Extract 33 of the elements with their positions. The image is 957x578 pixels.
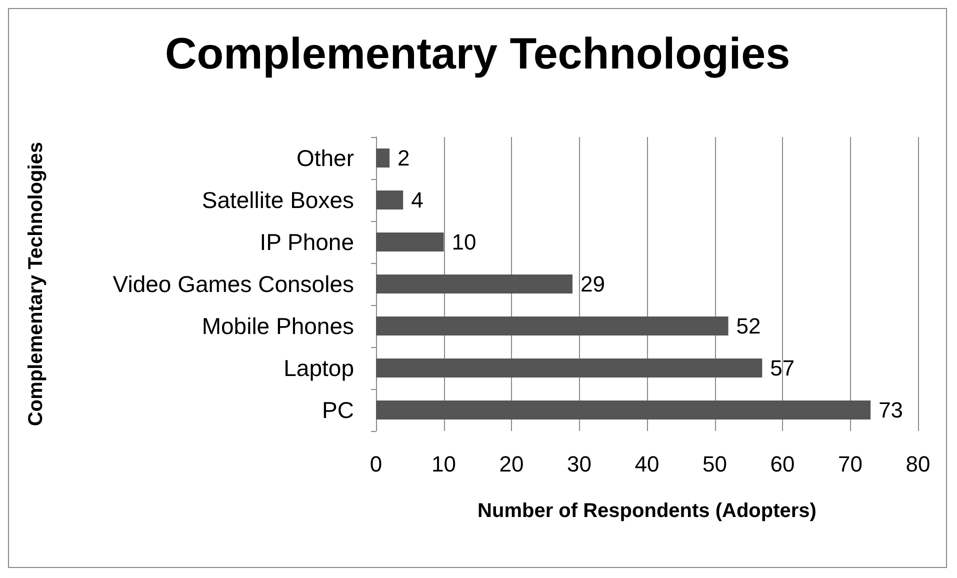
bar <box>376 232 444 252</box>
data-label: 52 <box>736 314 761 338</box>
bar <box>376 316 728 336</box>
x-tick-label: 60 <box>770 452 795 476</box>
x-tick-label: 50 <box>702 452 727 476</box>
x-tick-label: 10 <box>432 452 456 476</box>
y-tick-label: Laptop <box>284 355 354 381</box>
data-label: 10 <box>452 230 476 254</box>
data-label: 73 <box>878 398 904 422</box>
data-label: 29 <box>580 272 605 296</box>
y-axis-title: Complementary Technologies <box>25 142 47 426</box>
x-tick-label: 80 <box>906 452 930 476</box>
x-tick-label: 40 <box>634 452 660 476</box>
bar <box>376 190 404 210</box>
y-tick-label: IP Phone <box>260 229 354 255</box>
x-axis-title: Number of Respondents (Adopters) <box>478 500 816 522</box>
y-tick-label: Satellite Boxes <box>202 187 354 213</box>
y-tick-label: PC <box>322 397 354 423</box>
data-label: 57 <box>770 356 795 380</box>
data-label: 4 <box>411 188 424 212</box>
bar <box>376 148 390 168</box>
x-tick-label: 20 <box>499 452 524 476</box>
bar <box>376 358 762 378</box>
y-tick-label: Other <box>296 145 354 171</box>
bar <box>376 274 572 294</box>
x-tick-label: 70 <box>838 452 862 476</box>
x-tick-label: 0 <box>370 452 382 476</box>
bar <box>376 400 871 420</box>
x-tick-label: 30 <box>567 452 592 476</box>
y-tick-label: Video Games Consoles <box>112 271 354 297</box>
y-tick-label: Mobile Phones <box>202 313 354 339</box>
data-label: 2 <box>398 146 410 170</box>
chart-title: Complementary Technologies <box>164 30 790 78</box>
